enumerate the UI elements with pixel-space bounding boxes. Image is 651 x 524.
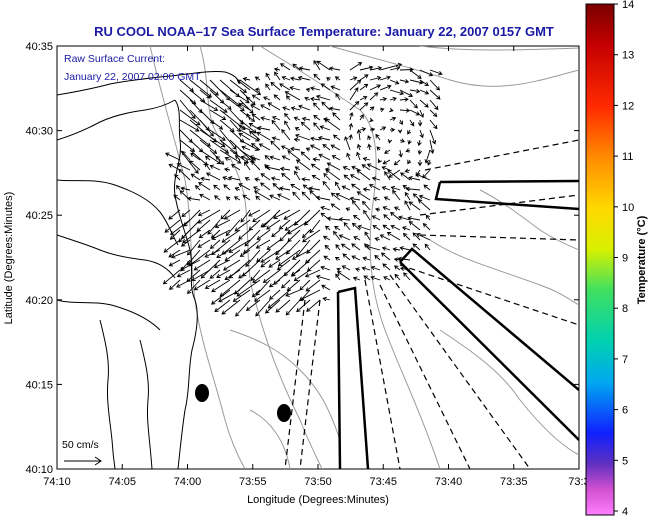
colorbar-tick-label: 5 (622, 455, 628, 467)
colorbar-tick-label: 7 (622, 354, 628, 366)
colorbar-tick-label: 14 (622, 0, 634, 11)
current-vectors (162, 60, 443, 317)
colorbar (585, 3, 615, 516)
scale-arrow (64, 456, 102, 466)
x-tick-label: 73:35 (500, 476, 528, 488)
x-tick-label: 74:05 (108, 476, 136, 488)
colorbar-tick-label: 10 (622, 202, 634, 214)
y-tick-label: 40:20 (25, 295, 53, 307)
x-tick-label: 73:3 (568, 476, 589, 488)
colorbar-tick-label: 6 (622, 405, 628, 417)
x-tick-label: 73:50 (304, 476, 332, 488)
colorbar-ticks: 14 13 12 11 10 9 8 7 6 5 4 (614, 0, 634, 518)
x-tick-label: 74:00 (174, 476, 202, 488)
station-markers (195, 384, 291, 422)
y-tick-label: 40:15 (25, 379, 53, 391)
y-axis-label: Latitude (Degrees:Minutes) (3, 192, 15, 325)
colorbar-tick-label: 13 (622, 50, 634, 62)
x-tick-label: 73:45 (369, 476, 397, 488)
x-tick-label: 73:40 (435, 476, 463, 488)
y-axis-ticks: 40:35 40:30 40:25 40:20 40:15 40:10 (25, 41, 579, 476)
figure-title: RU COOL NOAA–17 Sea Surface Temperature:… (94, 24, 554, 39)
colorbar-tick-label: 8 (622, 303, 628, 315)
y-tick-label: 40:30 (25, 126, 53, 138)
x-axis-label: Longitude (Degrees:Minutes) (247, 494, 389, 506)
x-tick-label: 74:10 (43, 476, 71, 488)
radar-coverage-lines (284, 139, 579, 469)
shipping-lanes (336, 179, 579, 469)
colorbar-tick-label: 12 (622, 100, 634, 112)
x-axis-ticks: 74:10 74:05 74:00 73:55 73:50 73:45 73:40 73:35… (43, 46, 590, 488)
overlay-line-1: Raw Surface Current: (64, 53, 165, 65)
plot-area (56, 45, 580, 470)
colorbar-tick-label: 9 (622, 253, 628, 265)
colorbar-tick-label: 4 (622, 506, 628, 518)
colorbar-label: Temperature (°C) (636, 215, 648, 304)
colorbar-tick-label: 11 (622, 151, 633, 163)
x-tick-label: 73:55 (239, 476, 267, 488)
y-tick-label: 40:10 (25, 464, 53, 476)
scale-label: 50 cm/s (62, 439, 99, 451)
y-tick-label: 40:25 (25, 210, 53, 222)
y-tick-label: 40:35 (25, 41, 53, 53)
overlay-line-2: January 22, 2007 02:00 GMT (64, 71, 201, 83)
